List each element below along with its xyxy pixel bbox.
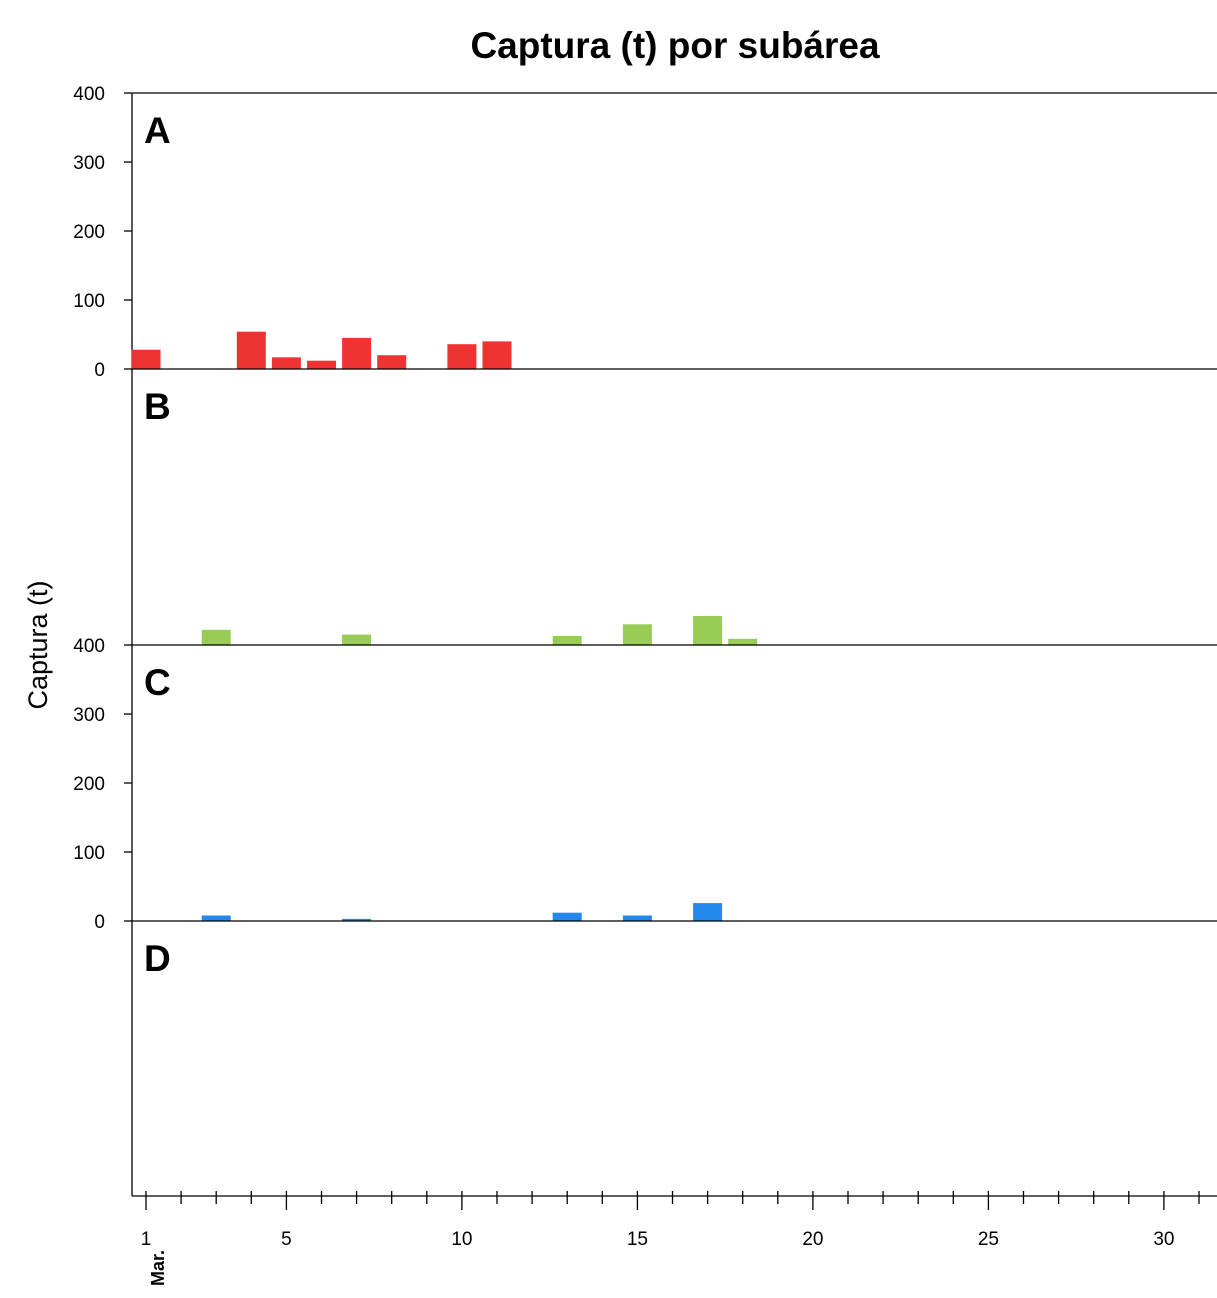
bar-b-day-3: [201, 629, 231, 645]
panel-label-d: D: [144, 938, 171, 979]
bar-a-day-11: [482, 341, 512, 369]
y-tick-label: 100: [73, 291, 105, 312]
x-tick-label: 20: [802, 1229, 823, 1250]
x-tick-label: 30: [1153, 1229, 1174, 1250]
y-tick-label: 0: [94, 360, 105, 381]
bar-a-day-10: [447, 344, 477, 369]
panel-d: D: [144, 938, 171, 979]
x-tick-label: 1: [141, 1229, 152, 1250]
panel-label-b: B: [144, 386, 171, 427]
bar-c-day-7: [342, 918, 372, 921]
panel-label-c: C: [144, 662, 171, 703]
bar-c-day-15: [622, 915, 652, 921]
bar-c-day-17: [693, 903, 723, 921]
x-tick-label: 15: [627, 1229, 648, 1250]
bar-b-day-13: [552, 636, 582, 645]
y-tick-label: 300: [73, 153, 105, 174]
panels: A 0 100 200 300 400 B C 0 100 200 300 400 D: [73, 84, 1217, 1196]
chart-title: Captura (t) por subárea: [470, 25, 880, 66]
bar-b-day-7: [342, 634, 372, 645]
panel-b: B: [132, 386, 1217, 646]
bar-a-day-1: [131, 349, 161, 369]
bar-a-day-8: [377, 355, 407, 369]
panel-a: A 0 100 200 300 400: [73, 84, 1217, 381]
bar-c-day-3: [201, 915, 231, 921]
bar-a-day-7: [342, 337, 372, 369]
x-tick-label: 5: [281, 1229, 292, 1250]
y-tick-label: 400: [73, 84, 105, 105]
x-month-label: Mar.: [148, 1250, 168, 1286]
x-tick-label: 10: [451, 1229, 472, 1250]
panel-c: C 0 100 200 300 400: [73, 636, 1217, 933]
y-tick-label: 300: [73, 705, 105, 726]
bar-b-day-15: [622, 624, 652, 645]
bar-b-day-18: [728, 638, 758, 645]
bar-a-day-5: [271, 357, 301, 369]
y-tick-label: 200: [73, 774, 105, 795]
x-axis: 1 5 10 15 20 25 30: [132, 1191, 1217, 1250]
bar-b-day-17: [693, 616, 723, 645]
y-tick-label: 400: [73, 636, 105, 657]
y-tick-label: 200: [73, 222, 105, 243]
y-tick-label: 0: [94, 912, 105, 933]
panel-label-a: A: [144, 110, 171, 151]
x-tick-label: 25: [978, 1229, 999, 1250]
bar-a-day-6: [307, 360, 336, 369]
bar-a-day-4: [236, 331, 266, 369]
y-tick-label: 100: [73, 843, 105, 864]
bar-c-day-13: [552, 912, 582, 921]
y-axis-label: Captura (t): [23, 580, 53, 709]
